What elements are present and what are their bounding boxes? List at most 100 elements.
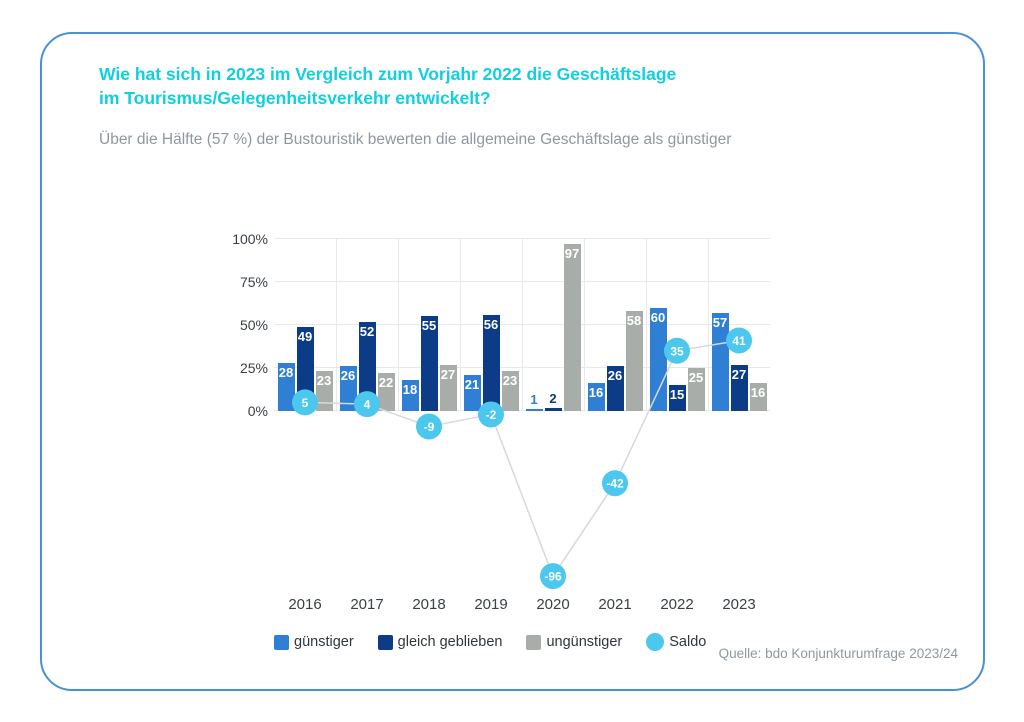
saldo-value-label: -42 xyxy=(606,477,624,491)
bar-unguenstiger-2020: 97 xyxy=(563,244,581,411)
y-tick-label: 100% xyxy=(232,231,268,247)
saldo-marker-2017 xyxy=(354,391,380,418)
saldo-marker-2021 xyxy=(602,470,628,497)
gridline-vertical xyxy=(460,239,461,411)
bar-guenstiger-2019: 21 xyxy=(463,374,481,411)
bar-value-label: 55 xyxy=(421,318,437,334)
legend-label-guenstiger: günstiger xyxy=(294,634,354,650)
bar-unguenstiger-2019: 23 xyxy=(501,371,519,411)
bar-guenstiger-2018: 18 xyxy=(401,380,419,411)
legend-label-unguenstiger: ungünstiger xyxy=(546,634,623,650)
bar-unguenstiger-2017: 22 xyxy=(377,373,395,411)
bar-value-label: 58 xyxy=(626,313,642,329)
bar-value-label: 15 xyxy=(669,387,685,403)
bar-value-label: 26 xyxy=(340,368,356,384)
y-tick-label: 25% xyxy=(239,360,268,376)
bar-value-label: 28 xyxy=(278,364,294,380)
plot-area: 28 49 23 26 52 22 18 55 27 21 56 23 1 2 97 16 26 58 60 15 25… xyxy=(274,238,770,411)
saldo-line xyxy=(304,339,740,578)
bar-value-label: 23 xyxy=(502,373,518,389)
bar-gleich_geblieben-2021: 26 xyxy=(606,366,624,411)
bar-unguenstiger-2016: 23 xyxy=(315,371,333,411)
bar-gleich_geblieben-2023: 27 xyxy=(730,364,748,411)
bar-value-label: 27 xyxy=(731,366,747,382)
saldo-marker-2020 xyxy=(540,563,566,590)
legend-item-saldo: Saldo xyxy=(646,633,706,651)
legend-item-gleich-geblieben: gleich geblieben xyxy=(377,634,503,650)
source-caption: Quelle: bdo Konjunkturumfrage 2023/24 xyxy=(718,646,958,661)
saldo-marker-2023 xyxy=(726,327,752,354)
bar-value-label: 60 xyxy=(650,309,666,325)
chart-title: Wie hat sich in 2023 im Vergleich zum Vo… xyxy=(99,62,676,110)
bar-gleich_geblieben-2019: 56 xyxy=(482,314,500,411)
bar-gleich_geblieben-2016: 49 xyxy=(296,326,314,411)
y-tick-label: 75% xyxy=(239,274,268,290)
bar-gleich_geblieben-2022: 15 xyxy=(668,385,686,411)
bar-unguenstiger-2023: 16 xyxy=(749,383,767,411)
bar-guenstiger-2021: 16 xyxy=(587,383,605,411)
bar-guenstiger-2022: 60 xyxy=(649,307,667,411)
bar-value-label: 1 xyxy=(530,392,538,407)
gleich-geblieben-swatch-icon xyxy=(377,634,393,650)
saldo-line-overlay: 5 4 -9 -2 -96 -42 35 41 xyxy=(292,327,752,590)
legend: günstiger gleich geblieben ungünstiger S… xyxy=(274,633,706,651)
saldo-marker-2018 xyxy=(416,413,442,440)
chart-title-line2: im Tourismus/Gelegenheitsverkehr entwick… xyxy=(99,88,491,108)
gridline-vertical xyxy=(336,239,337,411)
chart-title-line1: Wie hat sich in 2023 im Vergleich zum Vo… xyxy=(99,64,677,84)
bar-guenstiger-2023: 57 xyxy=(711,312,729,411)
x-tick-label-2022: 2022 xyxy=(660,596,694,613)
saldo-value-label: 4 xyxy=(364,398,371,412)
x-tick-label-2016: 2016 xyxy=(288,596,322,613)
bar-value-label: 18 xyxy=(402,382,418,398)
saldo-marker-2019 xyxy=(478,401,504,428)
bar-value-label: 26 xyxy=(607,368,623,384)
bar-value-label: 16 xyxy=(750,385,766,401)
bar-value-label: 97 xyxy=(564,246,580,262)
saldo-value-label: -2 xyxy=(486,408,497,422)
guenstiger-swatch-icon xyxy=(274,634,289,650)
bar-unguenstiger-2018: 27 xyxy=(439,364,457,411)
unguenstiger-swatch-icon xyxy=(526,634,542,650)
bar-gleich_geblieben-2017: 52 xyxy=(358,321,376,411)
legend-label-gleich-geblieben: gleich geblieben xyxy=(397,634,503,650)
bar-gleich_geblieben-2020 xyxy=(544,407,562,411)
saldo-marker-2022 xyxy=(664,337,690,364)
chart-area: 100% 75% 50% 25% 0% 28 49 23 26 52 22 18 55 27 21 56 23… xyxy=(42,34,983,689)
gridline-horizontal xyxy=(274,238,770,239)
bar-value-label: 22 xyxy=(378,375,394,391)
y-tick-label: 0% xyxy=(247,403,268,419)
gridline-vertical xyxy=(584,239,585,411)
gridline-vertical xyxy=(398,239,399,411)
bar-value-label: 21 xyxy=(464,376,480,392)
bar-value-label: 16 xyxy=(588,385,604,401)
bar-guenstiger-2016: 28 xyxy=(277,362,295,411)
x-tick-label-2023: 2023 xyxy=(722,596,756,613)
saldo-value-label: 5 xyxy=(302,396,309,410)
bar-unguenstiger-2021: 58 xyxy=(625,311,643,411)
bar-gleich_geblieben-2018: 55 xyxy=(420,316,438,411)
saldo-value-label: -9 xyxy=(424,420,435,434)
x-tick-label-2019: 2019 xyxy=(474,596,508,613)
gridline-vertical xyxy=(646,239,647,411)
bar-value-label: 49 xyxy=(297,328,313,344)
gridline-vertical xyxy=(708,239,709,411)
bar-value-label: 25 xyxy=(688,370,704,385)
bar-value-label: 52 xyxy=(359,323,375,339)
bar-value-label: 2 xyxy=(549,390,557,406)
x-tick-label-2020: 2020 xyxy=(536,596,570,613)
saldo-dot-icon xyxy=(646,633,665,651)
bar-unguenstiger-2022: 25 xyxy=(687,368,705,411)
y-tick-label: 50% xyxy=(239,317,268,333)
saldo-marker-2016 xyxy=(292,389,318,416)
bar-value-label: 23 xyxy=(316,373,332,389)
bar-guenstiger-2017: 26 xyxy=(339,366,357,411)
legend-label-saldo: Saldo xyxy=(669,634,707,650)
infographic-card: Wie hat sich in 2023 im Vergleich zum Vo… xyxy=(40,32,985,691)
legend-item-unguenstiger: ungünstiger xyxy=(526,634,622,650)
legend-item-guenstiger: günstiger xyxy=(274,634,354,650)
gridline-vertical xyxy=(522,239,523,411)
bar-value-label: 27 xyxy=(440,366,456,382)
x-tick-label-2018: 2018 xyxy=(412,596,446,613)
saldo-value-label: 35 xyxy=(670,344,684,358)
